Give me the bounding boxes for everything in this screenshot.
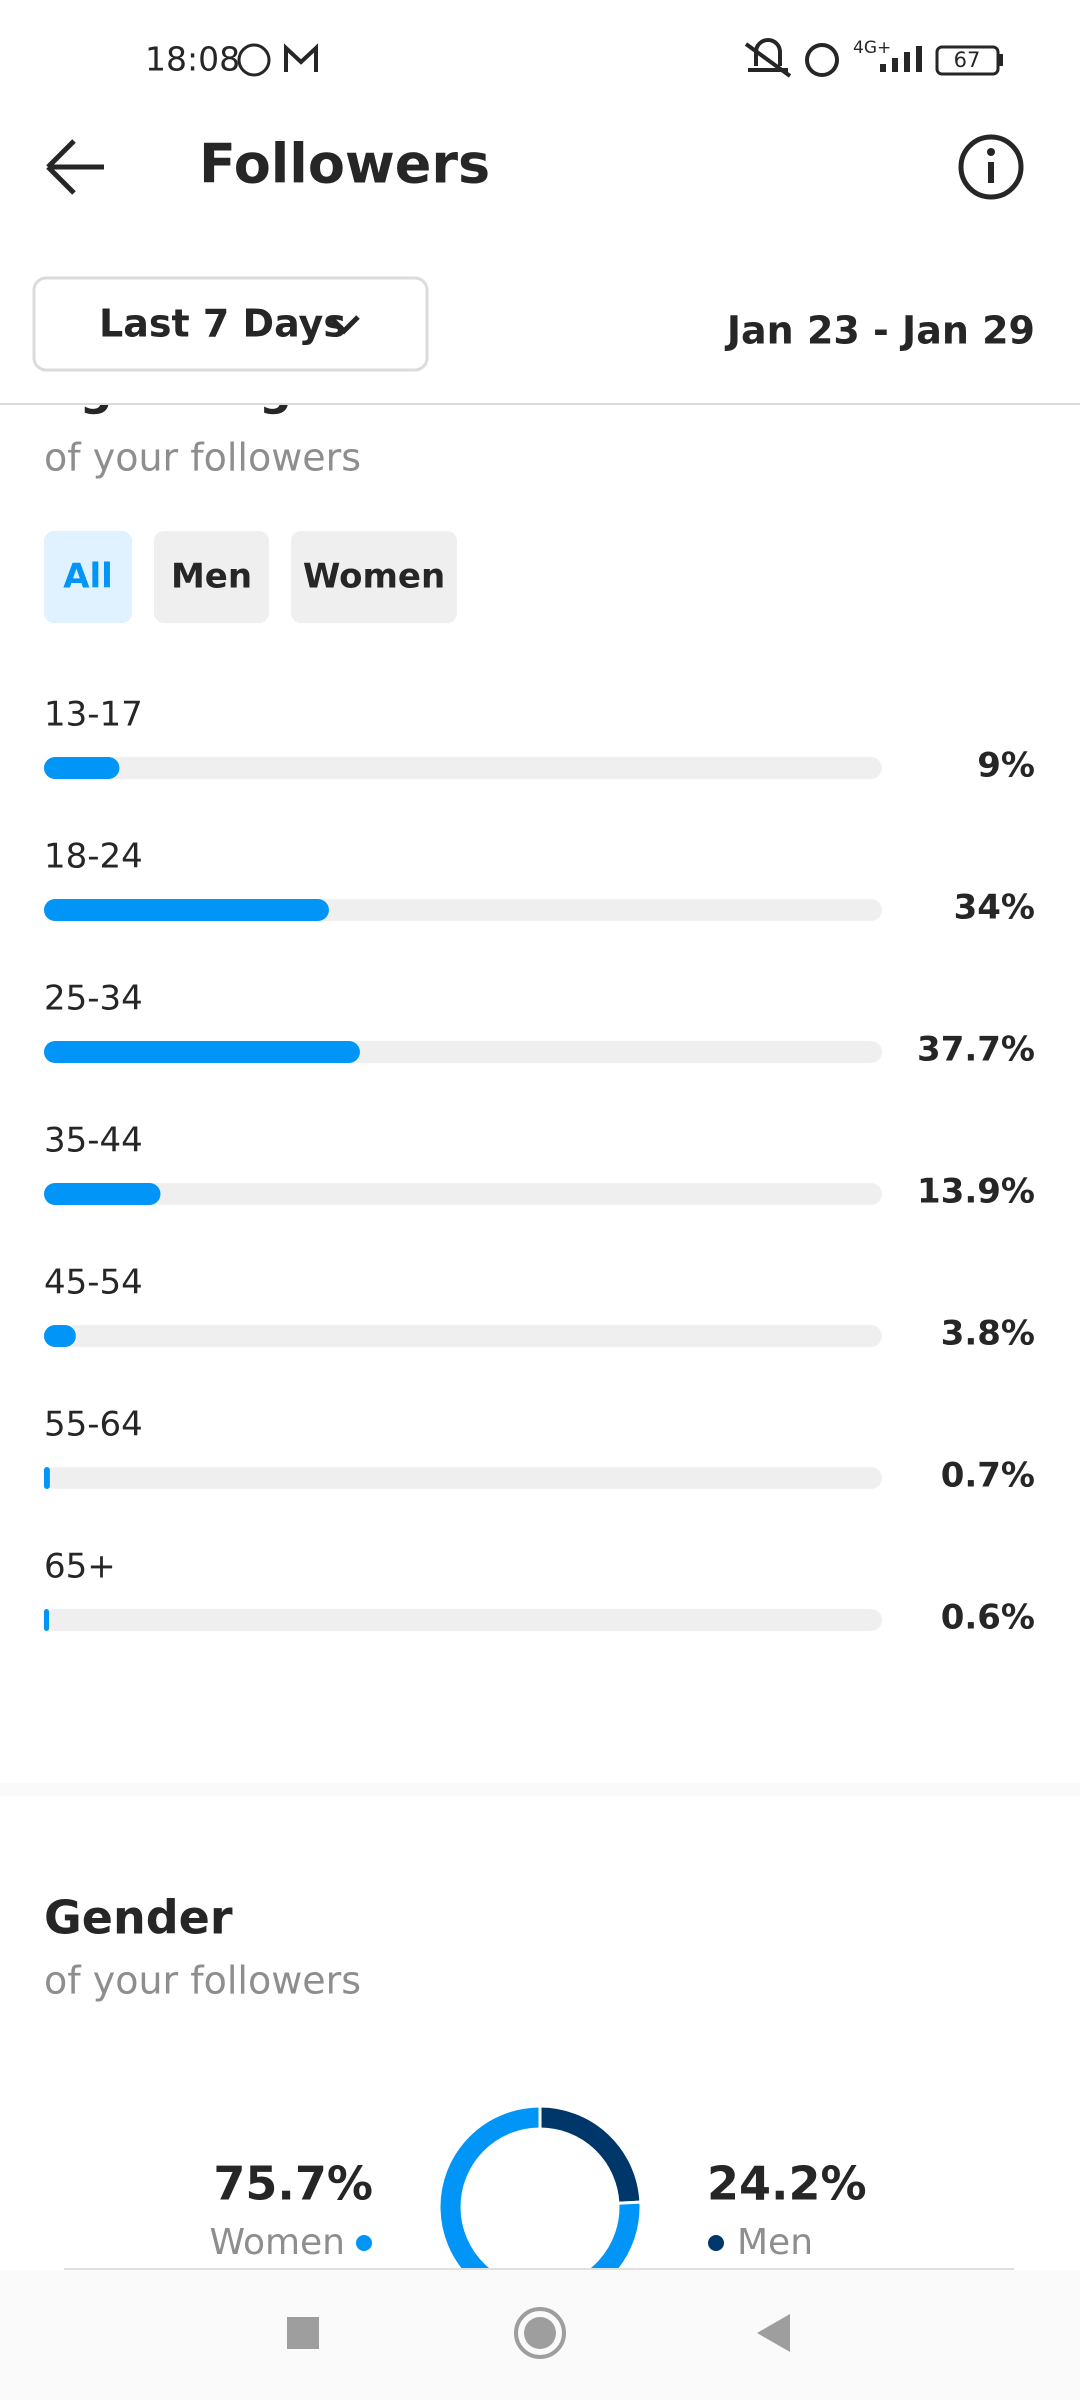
recents-button[interactable] [287, 2317, 319, 2349]
bar [44, 1609, 50, 1631]
bar [44, 1325, 76, 1347]
gender-value: 24.2% [707, 2157, 867, 2211]
legend-dot [356, 2235, 372, 2251]
dropdown-label: Last 7 Days [99, 302, 346, 346]
date-range: Jan 23 - Jan 29 [724, 309, 1035, 353]
gmail-icon [284, 43, 318, 72]
battery-icon [935, 45, 1000, 76]
value-label: 34% [954, 888, 1035, 928]
period-dropdown[interactable]: Last 7 Days [32, 276, 429, 372]
donut-segment [538, 2104, 643, 2205]
bar-track [44, 1609, 882, 1631]
legend-dot [708, 2235, 724, 2251]
filter-tab[interactable]: Women [291, 531, 457, 623]
section-subtitle: of your followers [44, 436, 361, 480]
tab-bg [291, 531, 457, 623]
info-icon [958, 134, 1024, 200]
tab-label: All [63, 557, 113, 597]
value-label: 0.7% [941, 1456, 1035, 1496]
tab-bg [154, 531, 269, 623]
bar-track [44, 1183, 882, 1205]
tab-label: Men [171, 557, 252, 597]
tab-label: Women [303, 557, 445, 597]
info-button[interactable] [958, 134, 1024, 200]
mute-icon [744, 38, 792, 78]
section-subtitle: of your followers [44, 1959, 361, 2003]
section-title: Gender [44, 1891, 233, 1945]
bar-track [44, 757, 882, 779]
bar [44, 1467, 50, 1489]
age-label: 35-44 [44, 1121, 143, 1161]
value-label: 3.8% [941, 1314, 1035, 1354]
age-label: 18-24 [44, 837, 143, 877]
bar [44, 1041, 360, 1063]
info-stem [988, 162, 994, 183]
value-label: 9% [977, 746, 1035, 786]
filter-tab[interactable]: Men [154, 531, 269, 623]
age-label: 65+ [44, 1547, 116, 1587]
bar-track [44, 1325, 882, 1347]
alarm-icon [805, 43, 839, 77]
battery-level: 67 [954, 48, 981, 72]
filter-tab[interactable]: All [44, 531, 132, 623]
page-title: Followers [199, 133, 490, 196]
section-divider [0, 1783, 1080, 1796]
value-label: 37.7% [917, 1030, 1035, 1070]
bar [44, 899, 329, 921]
tab-bg [44, 531, 132, 623]
signal-icon [880, 46, 922, 72]
home-ring [514, 2307, 566, 2359]
back-button[interactable] [46, 139, 104, 195]
info-dot [987, 148, 995, 156]
bar-track [44, 1467, 882, 1489]
home-button[interactable] [514, 2307, 566, 2359]
age-label: 13-17 [44, 695, 143, 735]
age-label: 55-64 [44, 1405, 143, 1445]
value-label: 13.9% [917, 1172, 1035, 1212]
back-nav-button[interactable] [757, 2314, 790, 2352]
battery-tip [999, 54, 1003, 66]
home-dot [524, 2317, 556, 2349]
donut-segment [437, 2104, 643, 2268]
network-type: 4G+ [853, 38, 891, 58]
legend-label: Men [737, 2222, 813, 2263]
bar [44, 757, 120, 779]
age-label: 25-34 [44, 979, 143, 1019]
dropdown-chevron [328, 315, 360, 335]
status-time: 18:08 [145, 40, 240, 79]
dropdown-box [32, 276, 429, 372]
value-label: 0.6% [941, 1598, 1035, 1638]
whatsapp-icon [237, 43, 271, 77]
legend-label: Women [209, 2222, 345, 2263]
bar [44, 1183, 161, 1205]
gender-value: 75.7% [213, 2157, 373, 2211]
age-label: 45-54 [44, 1263, 143, 1303]
